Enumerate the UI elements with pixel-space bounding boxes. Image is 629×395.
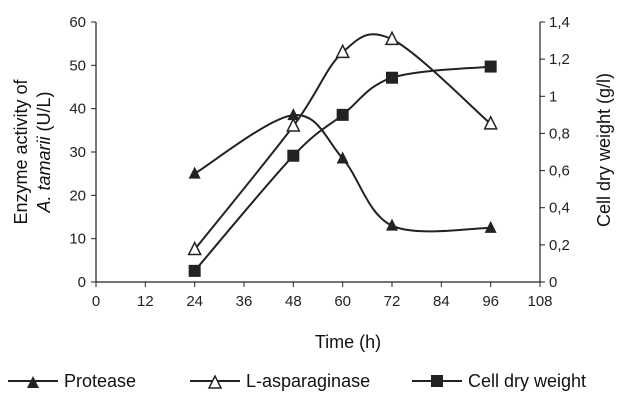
y-left-tick-label: 50 — [69, 57, 86, 74]
y-right-tick-label: 0 — [549, 274, 557, 291]
y-left-tick-label: 30 — [69, 144, 86, 161]
data-point-l-asparaginase — [286, 117, 301, 132]
x-tick-label: 36 — [236, 293, 253, 310]
data-point-cell-dry-weight — [484, 60, 497, 73]
y-right-tick-label: 0,8 — [549, 125, 570, 142]
y-right-axis-title: Cell dry weight (g/l) — [594, 73, 614, 227]
y-left-axis-title-line2: A. tamarii (U/L) — [34, 91, 54, 213]
y-left-axis-title-species: A. tamarii — [34, 135, 54, 213]
legend-marker-protease — [27, 376, 39, 388]
legend-marker-cell-dry-weight — [431, 375, 443, 387]
y-left-tick-label: 40 — [69, 101, 86, 118]
legend-label-protease: Protease — [64, 371, 136, 391]
data-point-l-asparaginase — [187, 240, 202, 256]
x-tick-label: 60 — [334, 293, 351, 310]
legend-label-cell-dry-weight: Cell dry weight — [468, 371, 586, 391]
y-left-tick-label: 20 — [69, 187, 86, 204]
x-tick-label: 12 — [137, 293, 154, 310]
series-line-protease — [194, 114, 491, 233]
y-right-tick-label: 1,4 — [549, 14, 570, 31]
x-tick-label: 0 — [92, 293, 100, 310]
y-right-tick-label: 1,2 — [549, 51, 570, 68]
data-point-l-asparaginase — [335, 43, 350, 59]
data-point-cell-dry-weight — [287, 149, 300, 162]
legend-label-l-asparaginase: L-asparaginase — [246, 371, 370, 391]
series-line-cell-dry-weight — [193, 65, 491, 272]
y-right-tick-label: 1 — [549, 88, 557, 105]
y-left-tick-label: 60 — [69, 14, 86, 31]
data-point-cell-dry-weight — [188, 264, 201, 277]
y-left-tick-label: 10 — [69, 231, 86, 248]
data-point-protease — [336, 151, 349, 164]
data-point-cell-dry-weight — [386, 71, 398, 84]
x-tick-label: 84 — [433, 293, 450, 310]
data-point-protease — [386, 218, 398, 231]
legend-item-protease: Protease — [8, 371, 136, 391]
legend: Protease L-asparaginase Cell dry weight — [8, 371, 586, 391]
y-left-axis-title-line1: Enzyme activity of — [11, 78, 31, 224]
legend-marker-l-asparaginase — [207, 374, 223, 389]
axes: 0 12 24 36 48 60 72 84 96 108 0 10 20 30 40 50 60 0 0,2 0,4… — [69, 14, 570, 310]
x-tick-label: 72 — [384, 293, 401, 310]
data-point-l-asparaginase — [384, 30, 400, 46]
x-axis-title: Time (h) — [315, 332, 381, 352]
x-tick-label: 108 — [527, 293, 552, 310]
data-point-protease — [287, 108, 300, 121]
series-markers — [187, 30, 498, 277]
data-point-cell-dry-weight — [336, 108, 349, 121]
x-tick-label: 48 — [285, 293, 302, 310]
legend-item-cell-dry-weight: Cell dry weight — [412, 371, 586, 391]
y-right-tick-label: 0,6 — [549, 163, 570, 180]
x-tick-label: 24 — [186, 293, 203, 310]
data-point-protease — [188, 166, 201, 179]
data-point-l-asparaginase — [483, 115, 498, 130]
y-left-tick-label: 0 — [78, 274, 86, 291]
legend-item-l-asparaginase: L-asparaginase — [190, 371, 370, 391]
y-right-tick-label: 0,4 — [549, 200, 570, 217]
y-left-axis-title-unit: (U/L) — [34, 91, 54, 136]
data-point-protease — [484, 220, 497, 233]
x-tick-label: 96 — [482, 293, 499, 310]
y-right-tick-label: 0,2 — [549, 237, 570, 254]
